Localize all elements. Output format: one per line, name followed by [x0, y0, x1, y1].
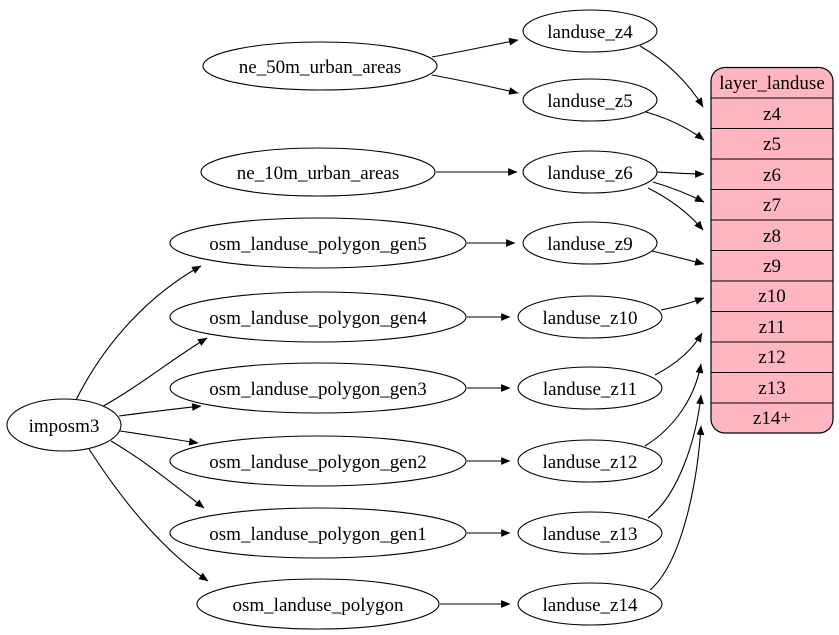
node-imposm3: imposm3: [6, 398, 122, 452]
gen3-ellipse: [169, 362, 467, 414]
landuse-z9-label: landuse_z9: [547, 234, 632, 255]
node-landuse-z12: landuse_z12: [517, 439, 663, 483]
landuse-z11-label: landuse_z11: [543, 379, 637, 400]
edge-landuse_z6-row-z8: [647, 187, 704, 231]
edge-landuse_z11-row-z11: [654, 332, 703, 376]
node-landuse-z13: landuse_z13: [517, 511, 663, 555]
landuse-z5-ellipse: [522, 78, 658, 122]
landuse-z13-ellipse: [517, 511, 663, 555]
edge-landuse_z14-row-z14plus: [649, 425, 705, 591]
edge-landuse_z12-row-z12: [644, 363, 704, 447]
edge-imposm3-polygon: [88, 448, 209, 582]
gen1-label: osm_landuse_polygon_gen1: [209, 524, 426, 545]
table-row-z4: z4: [763, 104, 781, 125]
landuse-z6-ellipse: [522, 150, 658, 194]
gen4-ellipse: [169, 291, 467, 343]
landuse-z10-label: landuse_z10: [543, 308, 638, 329]
edge-landuse_z10-row-z10: [660, 297, 705, 311]
landuse-z13-label: landuse_z13: [543, 524, 638, 545]
table-row-z9: z9: [763, 256, 781, 277]
table-row-z6: z6: [763, 165, 781, 186]
landuse-z4-label: landuse_z4: [547, 22, 633, 43]
gen2-label: osm_landuse_polygon_gen2: [209, 452, 426, 473]
node-landuse-z11: landuse_z11: [517, 366, 663, 410]
edge-group: [75, 37, 705, 608]
edge-landuse_z13-row-z13: [647, 394, 704, 519]
landuse-z6-label: landuse_z6: [547, 163, 632, 184]
imposm3-ellipse: [6, 398, 122, 452]
ne-10m-ellipse: [200, 147, 436, 197]
node-landuse-z6: landuse_z6: [522, 150, 658, 194]
imposm3-label: imposm3: [29, 416, 100, 437]
node-osm-landuse-polygon-gen1: osm_landuse_polygon_gen1: [169, 507, 467, 559]
edge-landuse_z5-row-z5: [645, 111, 705, 141]
node-landuse-z4: landuse_z4: [522, 9, 658, 53]
table-row-z7: z7: [763, 195, 781, 216]
ne-50m-ellipse: [202, 41, 438, 91]
gen2-ellipse: [169, 435, 467, 487]
table-title: layer_landuse: [719, 73, 825, 94]
table-row-z8: z8: [763, 226, 781, 247]
gen4-label: osm_landuse_polygon_gen4: [209, 308, 427, 329]
edge-ne50m-landuse_z4: [431, 37, 519, 58]
landuse-z14-ellipse: [517, 582, 663, 626]
landuse-z9-ellipse: [522, 221, 658, 265]
landuse-z11-ellipse: [517, 366, 663, 410]
node-osm-landuse-polygon-gen5: osm_landuse_polygon_gen5: [169, 217, 467, 269]
polygon-ellipse: [196, 578, 440, 630]
edge-imposm3-gen5: [75, 265, 202, 401]
table-row-z12: z12: [758, 347, 785, 368]
table-row-z11: z11: [759, 317, 786, 338]
landuse-z5-label: landuse_z5: [547, 91, 632, 112]
node-osm-landuse-polygon-gen3: osm_landuse_polygon_gen3: [169, 362, 467, 414]
node-osm-landuse-polygon-gen2: osm_landuse_polygon_gen2: [169, 435, 467, 487]
landuse-z10-ellipse: [517, 295, 663, 339]
ne-10m-label: ne_10m_urban_areas: [237, 163, 400, 184]
node-ne-10m-urban-areas: ne_10m_urban_areas: [200, 147, 436, 197]
node-osm-landuse-polygon: osm_landuse_polygon: [196, 578, 440, 630]
node-landuse-z14: landuse_z14: [517, 582, 663, 626]
gen5-ellipse: [169, 217, 467, 269]
table-row-z10: z10: [758, 286, 785, 307]
edge-imposm3-gen2: [119, 430, 199, 446]
gen3-label: osm_landuse_polygon_gen3: [209, 379, 426, 400]
table-layer-landuse: layer_landuse z4 z5 z6 z7 z8 z9 z10 z11 …: [710, 66, 834, 434]
edge-landuse_z4-row-z4: [639, 45, 704, 108]
edge-imposm3-gen1: [110, 440, 205, 509]
polygon-label: osm_landuse_polygon: [233, 595, 404, 616]
landuse-z14-label: landuse_z14: [543, 595, 638, 616]
table-row-z14plus: z14+: [753, 408, 791, 429]
ne-50m-label: ne_50m_urban_areas: [239, 57, 402, 78]
edge-landuse_z6-row-z6: [656, 170, 705, 178]
edge-landuse_z9-row-z9: [651, 250, 705, 266]
node-landuse-z9: landuse_z9: [522, 221, 658, 265]
landuse-z12-label: landuse_z12: [543, 452, 638, 473]
node-ne-50m-urban-areas: ne_50m_urban_areas: [202, 41, 438, 91]
edge-ne50m-landuse_z5: [431, 74, 519, 95]
landuse-z12-ellipse: [517, 439, 663, 483]
table-row-z13: z13: [758, 378, 785, 399]
landuse-z4-ellipse: [522, 9, 658, 53]
edge-imposm3-gen4: [97, 337, 208, 410]
gen5-label: osm_landuse_polygon_gen5: [209, 234, 426, 255]
table-row-z5: z5: [763, 134, 781, 155]
node-osm-landuse-polygon-gen4: osm_landuse_polygon_gen4: [169, 291, 467, 343]
edge-landuse_z6-row-z7: [652, 181, 705, 203]
gen1-ellipse: [169, 507, 467, 559]
edge-imposm3-gen3: [118, 403, 202, 417]
node-landuse-z10: landuse_z10: [517, 295, 663, 339]
node-landuse-z5: landuse_z5: [522, 78, 658, 122]
